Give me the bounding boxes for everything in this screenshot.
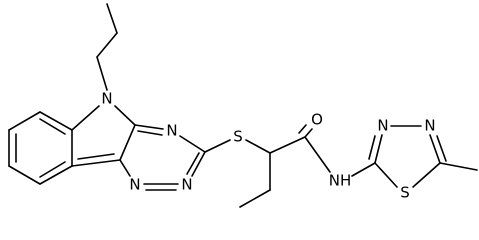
atom-label: N xyxy=(129,176,140,194)
bond xyxy=(114,105,136,126)
atom-label: N xyxy=(424,117,435,135)
bond xyxy=(439,162,478,171)
bond xyxy=(239,189,271,208)
bond xyxy=(8,165,41,185)
bond xyxy=(351,162,376,177)
bond xyxy=(429,134,441,164)
molecule-diagram: N N N N S O NH N N S xyxy=(8,3,478,208)
page: N N N N S O NH N N S (() => { const data… xyxy=(8,3,478,208)
atom-label: NH xyxy=(329,172,352,190)
bond xyxy=(71,105,100,131)
bond xyxy=(39,118,66,135)
bond xyxy=(179,135,206,153)
bond xyxy=(96,32,118,58)
bond xyxy=(137,130,163,136)
atom-label: S xyxy=(233,128,243,146)
atom-label: N xyxy=(101,90,112,108)
bond xyxy=(436,135,447,162)
bond xyxy=(39,165,73,185)
bond xyxy=(71,159,121,167)
bond xyxy=(134,124,164,130)
bond xyxy=(269,136,306,154)
atom-label: N xyxy=(181,176,192,194)
bond xyxy=(204,139,231,153)
bond xyxy=(119,159,131,177)
bond xyxy=(39,111,73,131)
bond xyxy=(119,124,136,161)
bond xyxy=(412,162,441,188)
atom-label: S xyxy=(400,184,410,202)
atom-labels: N N N N S O NH N N S xyxy=(101,90,435,202)
atom-label: O xyxy=(311,111,323,129)
bond xyxy=(374,134,383,164)
bond xyxy=(374,162,398,188)
bond xyxy=(77,153,115,160)
bond xyxy=(106,3,118,34)
atom-label: N xyxy=(166,122,177,140)
bond xyxy=(304,136,331,173)
bond xyxy=(96,56,108,91)
bond xyxy=(8,111,41,131)
bond xyxy=(298,124,307,134)
bond xyxy=(191,151,206,177)
bond xyxy=(368,135,376,160)
bond xyxy=(186,152,200,175)
bond xyxy=(304,128,313,138)
bond xyxy=(39,161,66,178)
bond xyxy=(245,139,271,154)
bonds xyxy=(8,3,478,208)
atom-label: N xyxy=(377,117,388,135)
